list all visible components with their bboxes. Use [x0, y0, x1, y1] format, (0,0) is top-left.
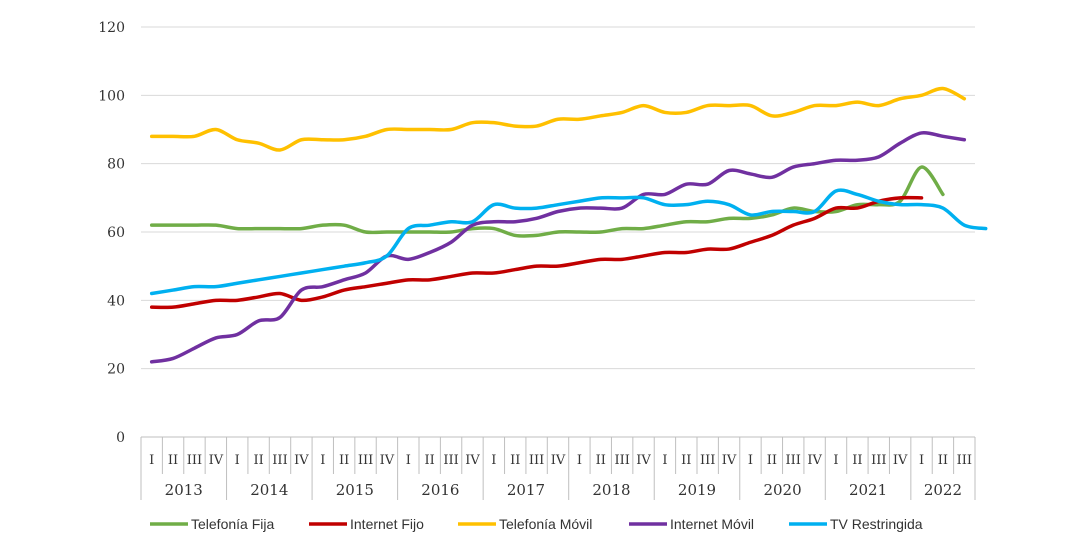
quarter-label: IV: [722, 453, 737, 468]
quarter-label: IV: [807, 453, 822, 468]
legend-label: Internet Móvil: [670, 516, 754, 532]
legend-item-internet-movil: Internet Móvil: [629, 516, 754, 532]
year-label: 2017: [507, 481, 545, 499]
quarter-label: I: [491, 453, 496, 468]
quarter-label: I: [662, 453, 667, 468]
year-label: 2014: [250, 481, 288, 499]
y-tick-label: 0: [116, 430, 125, 446]
y-tick-label: 40: [107, 293, 125, 309]
x-axis: I II III IV I II III IV I II III IV I II III IV I II III IV…: [140, 436, 976, 500]
legend-item-internet-fijo: Internet Fijo: [309, 516, 424, 532]
quarter-label: II: [425, 453, 435, 468]
quarter-label: IV: [209, 453, 224, 468]
year-label: 2013: [165, 481, 203, 499]
quarter-label: IV: [294, 453, 309, 468]
legend-item-telefonia-fija: Telefonía Fija: [150, 516, 274, 532]
legend-label: Internet Fijo: [350, 516, 424, 532]
y-tick-label: 120: [98, 20, 125, 36]
quarter-label: II: [852, 453, 862, 468]
legend-label: Telefonía Móvil: [499, 516, 592, 532]
year-label: 2018: [592, 481, 630, 499]
quarter-label: II: [253, 453, 263, 468]
series-line-internet-fijo: [149, 195, 924, 310]
legend-label: Telefonía Fija: [191, 516, 274, 532]
quarter-label: I: [748, 453, 753, 468]
quarter-label: II: [938, 453, 948, 468]
quarter-label: II: [339, 453, 349, 468]
quarter-label: I: [919, 453, 924, 468]
quarter-label: IV: [551, 453, 566, 468]
quarter-label: III: [443, 453, 458, 468]
quarter-label: IV: [465, 453, 480, 468]
y-tick-label: 60: [107, 225, 125, 241]
legend-label: TV Restringida: [830, 516, 923, 532]
quarter-label: II: [681, 453, 691, 468]
quarter-label: III: [358, 453, 373, 468]
y-tick-label: 20: [107, 362, 125, 378]
quarter-label: IV: [380, 453, 395, 468]
quarter-label: I: [406, 453, 411, 468]
year-label: 2021: [849, 481, 887, 499]
year-label: 2022: [924, 481, 962, 499]
quarter-label: IV: [893, 453, 908, 468]
year-label: 2015: [336, 481, 374, 499]
quarter-label: III: [700, 453, 715, 468]
quarter-label: III: [272, 453, 287, 468]
quarter-label: IV: [636, 453, 651, 468]
y-tick-label: 80: [107, 157, 125, 173]
quarter-label: I: [577, 453, 582, 468]
quarter-label: III: [529, 453, 544, 468]
quarter-label: III: [187, 453, 202, 468]
quarter-label: I: [320, 453, 325, 468]
legend-item-tv-restringida: TV Restringida: [789, 516, 923, 532]
quarter-label: III: [786, 453, 801, 468]
series-line-tv-restringida: [149, 188, 988, 296]
year-label: 2020: [763, 481, 801, 499]
quarter-label: III: [957, 453, 972, 468]
quarter-label: I: [833, 453, 838, 468]
quarter-label: II: [767, 453, 777, 468]
y-axis-ticks: 0 20 40 60 80 100 120: [98, 20, 125, 446]
legend: Telefonía Fija Internet Fijo Telefonía Móv…: [150, 516, 923, 532]
y-tick-label: 100: [98, 88, 125, 104]
quarter-label: II: [596, 453, 606, 468]
series-line-internet-movil: [149, 130, 967, 364]
series-lines: [149, 86, 988, 364]
gridlines: [141, 26, 975, 438]
quarter-label: I: [235, 453, 240, 468]
quarter-label: II: [168, 453, 178, 468]
quarter-label: I: [149, 453, 154, 468]
quarter-label: III: [871, 453, 886, 468]
quarter-label: II: [510, 453, 520, 468]
legend-item-telefonia-movil: Telefonía Móvil: [458, 516, 592, 532]
year-label: 2019: [678, 481, 716, 499]
year-label: 2016: [421, 481, 459, 499]
series-line-telefonia-movil: [149, 86, 967, 152]
quarter-label: III: [614, 453, 629, 468]
